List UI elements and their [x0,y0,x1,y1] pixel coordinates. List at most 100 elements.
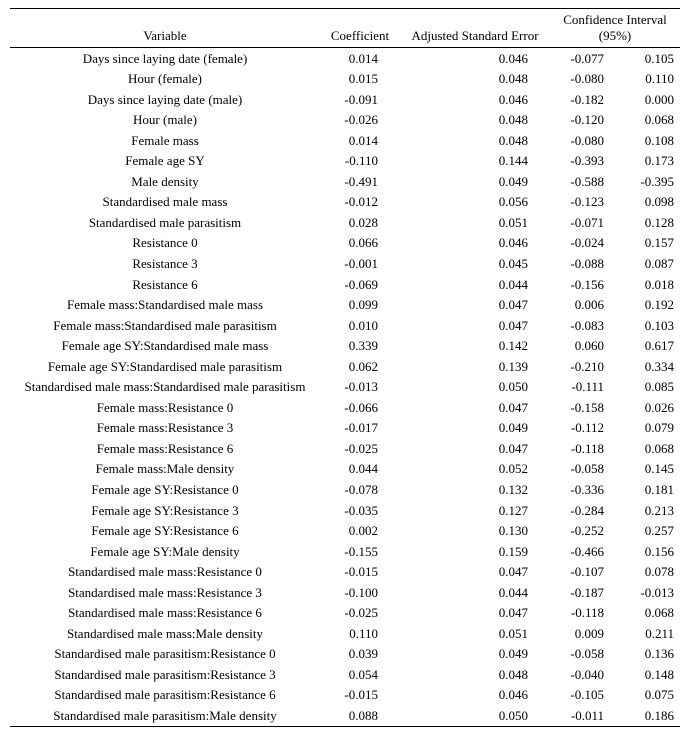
cell-adj-se: 0.047 [400,562,550,583]
cell-adj-se: 0.048 [400,130,550,151]
cell-ci-high: -0.013 [622,582,680,603]
table-row: Resistance 3-0.0010.045-0.0880.087 [10,253,680,274]
cell-ci-low: -0.336 [550,479,622,500]
cell-variable: Female age SY:Resistance 0 [10,479,320,500]
table-row: Standardised male mass:Resistance 3-0.10… [10,582,680,603]
cell-ci-high: 0.145 [622,459,680,480]
cell-variable: Female age SY [10,151,320,172]
cell-adj-se: 0.139 [400,356,550,377]
cell-adj-se: 0.047 [400,397,550,418]
header-coefficient: Coefficient [320,9,400,48]
cell-adj-se: 0.130 [400,521,550,542]
cell-adj-se: 0.142 [400,336,550,357]
cell-ci-low: -0.040 [550,664,622,685]
cell-variable: Female age SY:Standardised male parasiti… [10,356,320,377]
table-row: Female age SY:Standardised male parasiti… [10,356,680,377]
cell-ci-low: -0.284 [550,500,622,521]
cell-ci-low: -0.118 [550,603,622,624]
table-row: Hour (male)-0.0260.048-0.1200.068 [10,110,680,131]
cell-adj-se: 0.051 [400,623,550,644]
cell-variable: Female age SY:Resistance 6 [10,521,320,542]
cell-coefficient: -0.015 [320,685,400,706]
table-row: Female age SY-0.1100.144-0.3930.173 [10,151,680,172]
cell-adj-se: 0.046 [400,685,550,706]
cell-coefficient: -0.001 [320,253,400,274]
cell-coefficient: 0.039 [320,644,400,665]
cell-ci-high: 0.075 [622,685,680,706]
table-row: Standardised male parasitism:Resistance … [10,644,680,665]
cell-adj-se: 0.132 [400,479,550,500]
cell-ci-high: 0.148 [622,664,680,685]
cell-coefficient: 0.044 [320,459,400,480]
cell-coefficient: -0.012 [320,192,400,213]
cell-ci-high: 0.110 [622,69,680,90]
table-body: Days since laying date (female)0.0140.04… [10,48,680,727]
cell-coefficient: -0.100 [320,582,400,603]
table-row: Female age SY:Resistance 60.0020.130-0.2… [10,521,680,542]
cell-coefficient: -0.078 [320,479,400,500]
cell-variable: Female mass:Standardised male mass [10,295,320,316]
cell-ci-low: -0.011 [550,706,622,727]
cell-ci-low: -0.466 [550,541,622,562]
cell-variable: Female mass:Resistance 6 [10,438,320,459]
cell-adj-se: 0.048 [400,69,550,90]
cell-adj-se: 0.048 [400,664,550,685]
table-row: Female mass:Resistance 0-0.0660.047-0.15… [10,397,680,418]
cell-ci-high: 0.617 [622,336,680,357]
regression-table: Variable Coefficient Adjusted Standard E… [10,8,680,727]
table-row: Days since laying date (male)-0.0910.046… [10,89,680,110]
cell-ci-high: 0.000 [622,89,680,110]
cell-coefficient: 0.014 [320,130,400,151]
cell-ci-low: -0.120 [550,110,622,131]
table-row: Standardised male mass:Resistance 0-0.01… [10,562,680,583]
cell-variable: Standardised male parasitism:Resistance … [10,644,320,665]
cell-variable: Female age SY:Standardised male mass [10,336,320,357]
cell-adj-se: 0.046 [400,48,550,69]
cell-variable: Female mass:Resistance 3 [10,418,320,439]
table-row: Male density-0.4910.049-0.588-0.395 [10,171,680,192]
cell-ci-low: -0.058 [550,644,622,665]
cell-ci-high: 0.213 [622,500,680,521]
cell-variable: Standardised male mass [10,192,320,213]
cell-ci-low: -0.112 [550,418,622,439]
cell-coefficient: 0.099 [320,295,400,316]
cell-ci-high: 0.156 [622,541,680,562]
cell-ci-high: 0.211 [622,623,680,644]
cell-coefficient: -0.035 [320,500,400,521]
table-row: Resistance 6-0.0690.044-0.1560.018 [10,274,680,295]
table-row: Standardised male parasitism:Resistance … [10,664,680,685]
cell-variable: Male density [10,171,320,192]
cell-ci-high: 0.257 [622,521,680,542]
cell-ci-low: -0.080 [550,130,622,151]
cell-ci-high: 0.192 [622,295,680,316]
cell-adj-se: 0.050 [400,377,550,398]
cell-ci-low: -0.393 [550,151,622,172]
cell-ci-low: -0.118 [550,438,622,459]
cell-ci-high: 0.186 [622,706,680,727]
cell-coefficient: 0.110 [320,623,400,644]
cell-coefficient: -0.017 [320,418,400,439]
cell-variable: Female mass:Male density [10,459,320,480]
cell-coefficient: 0.062 [320,356,400,377]
cell-ci-high: -0.395 [622,171,680,192]
table-row: Female age SY:Resistance 3-0.0350.127-0.… [10,500,680,521]
cell-adj-se: 0.127 [400,500,550,521]
cell-ci-low: -0.187 [550,582,622,603]
cell-coefficient: -0.091 [320,89,400,110]
table-row: Standardised male parasitism:Resistance … [10,685,680,706]
cell-adj-se: 0.144 [400,151,550,172]
cell-coefficient: 0.010 [320,315,400,336]
cell-coefficient: -0.491 [320,171,400,192]
cell-ci-low: -0.107 [550,562,622,583]
cell-adj-se: 0.047 [400,438,550,459]
cell-variable: Days since laying date (female) [10,48,320,69]
cell-coefficient: -0.025 [320,438,400,459]
cell-ci-low: -0.111 [550,377,622,398]
table-row: Female age SY:Standardised male mass0.33… [10,336,680,357]
table-row: Hour (female)0.0150.048-0.0800.110 [10,69,680,90]
cell-coefficient: -0.026 [320,110,400,131]
cell-variable: Standardised male parasitism:Resistance … [10,685,320,706]
cell-ci-high: 0.079 [622,418,680,439]
cell-ci-low: -0.105 [550,685,622,706]
cell-ci-low: -0.156 [550,274,622,295]
